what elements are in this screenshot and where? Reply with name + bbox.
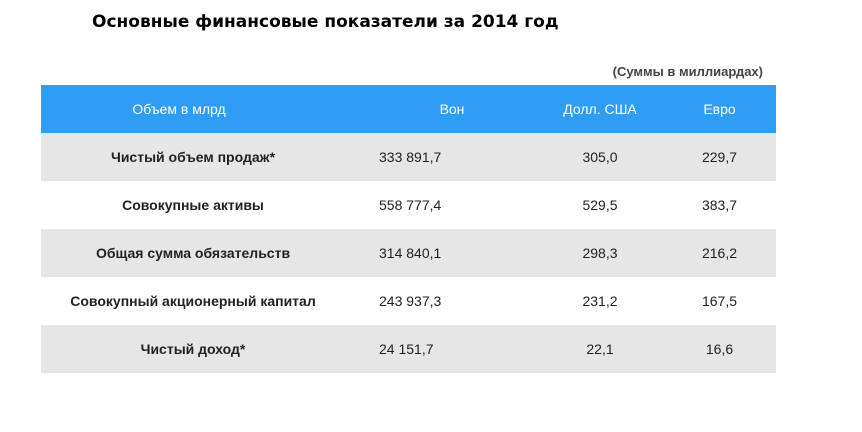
page-title: Основные финансовые показатели за 2014 г… bbox=[92, 12, 559, 32]
cell-eur: 216,2 bbox=[701, 245, 738, 261]
row-label: Совокупный акционерный капитал bbox=[70, 293, 316, 309]
cell-krw: 24 151,7 bbox=[379, 341, 434, 357]
cell-eur: 229,7 bbox=[701, 149, 738, 165]
cell-krw: 333 891,7 bbox=[379, 149, 442, 165]
table-header: Объем в млрд Вон Долл. США Евро bbox=[41, 85, 776, 133]
cell-usd: 22,1 bbox=[586, 341, 614, 357]
cell-usd: 529,5 bbox=[582, 197, 618, 213]
table-row: Чистый доход* 24 151,7 22,1 16,6 bbox=[41, 325, 776, 373]
cell-krw: 243 937,3 bbox=[379, 293, 442, 309]
row-label: Чистый доход* bbox=[140, 341, 246, 357]
table-body: Чистый объем продаж* 333 891,7 305,0 229… bbox=[41, 133, 776, 373]
cell-usd: 305,0 bbox=[582, 149, 618, 165]
cell-eur: 167,5 bbox=[701, 293, 738, 309]
header-eur: Евро bbox=[703, 101, 736, 117]
cell-usd: 231,2 bbox=[582, 293, 618, 309]
cell-usd: 298,3 bbox=[582, 245, 618, 261]
table-row: Совокупные активы 558 777,4 529,5 383,7 bbox=[41, 181, 776, 229]
row-label: Общая сумма обязательств bbox=[95, 245, 291, 261]
row-label: Чистый объем продаж* bbox=[110, 149, 276, 165]
units-note: (Суммы в миллиардах) bbox=[612, 64, 763, 79]
cell-krw: 314 840,1 bbox=[379, 245, 442, 261]
cell-krw: 558 777,4 bbox=[379, 197, 442, 213]
header-row: Объем в млрд Вон Долл. США Евро bbox=[41, 85, 776, 133]
header-krw: Вон bbox=[439, 101, 465, 117]
table-row: Совокупный акционерный капитал 243 937,3… bbox=[41, 277, 776, 325]
header-metric: Объем в млрд bbox=[132, 101, 226, 117]
table-row: Общая сумма обязательств 314 840,1 298,3… bbox=[41, 229, 776, 277]
header-usd: Долл. США bbox=[563, 101, 637, 117]
cell-eur: 383,7 bbox=[701, 197, 738, 213]
table-row: Чистый объем продаж* 333 891,7 305,0 229… bbox=[41, 133, 776, 181]
cell-eur: 16,6 bbox=[705, 341, 734, 357]
financial-table: Объем в млрд Вон Долл. США Евро Чистый о… bbox=[41, 85, 776, 373]
row-label: Совокупные активы bbox=[122, 197, 264, 213]
